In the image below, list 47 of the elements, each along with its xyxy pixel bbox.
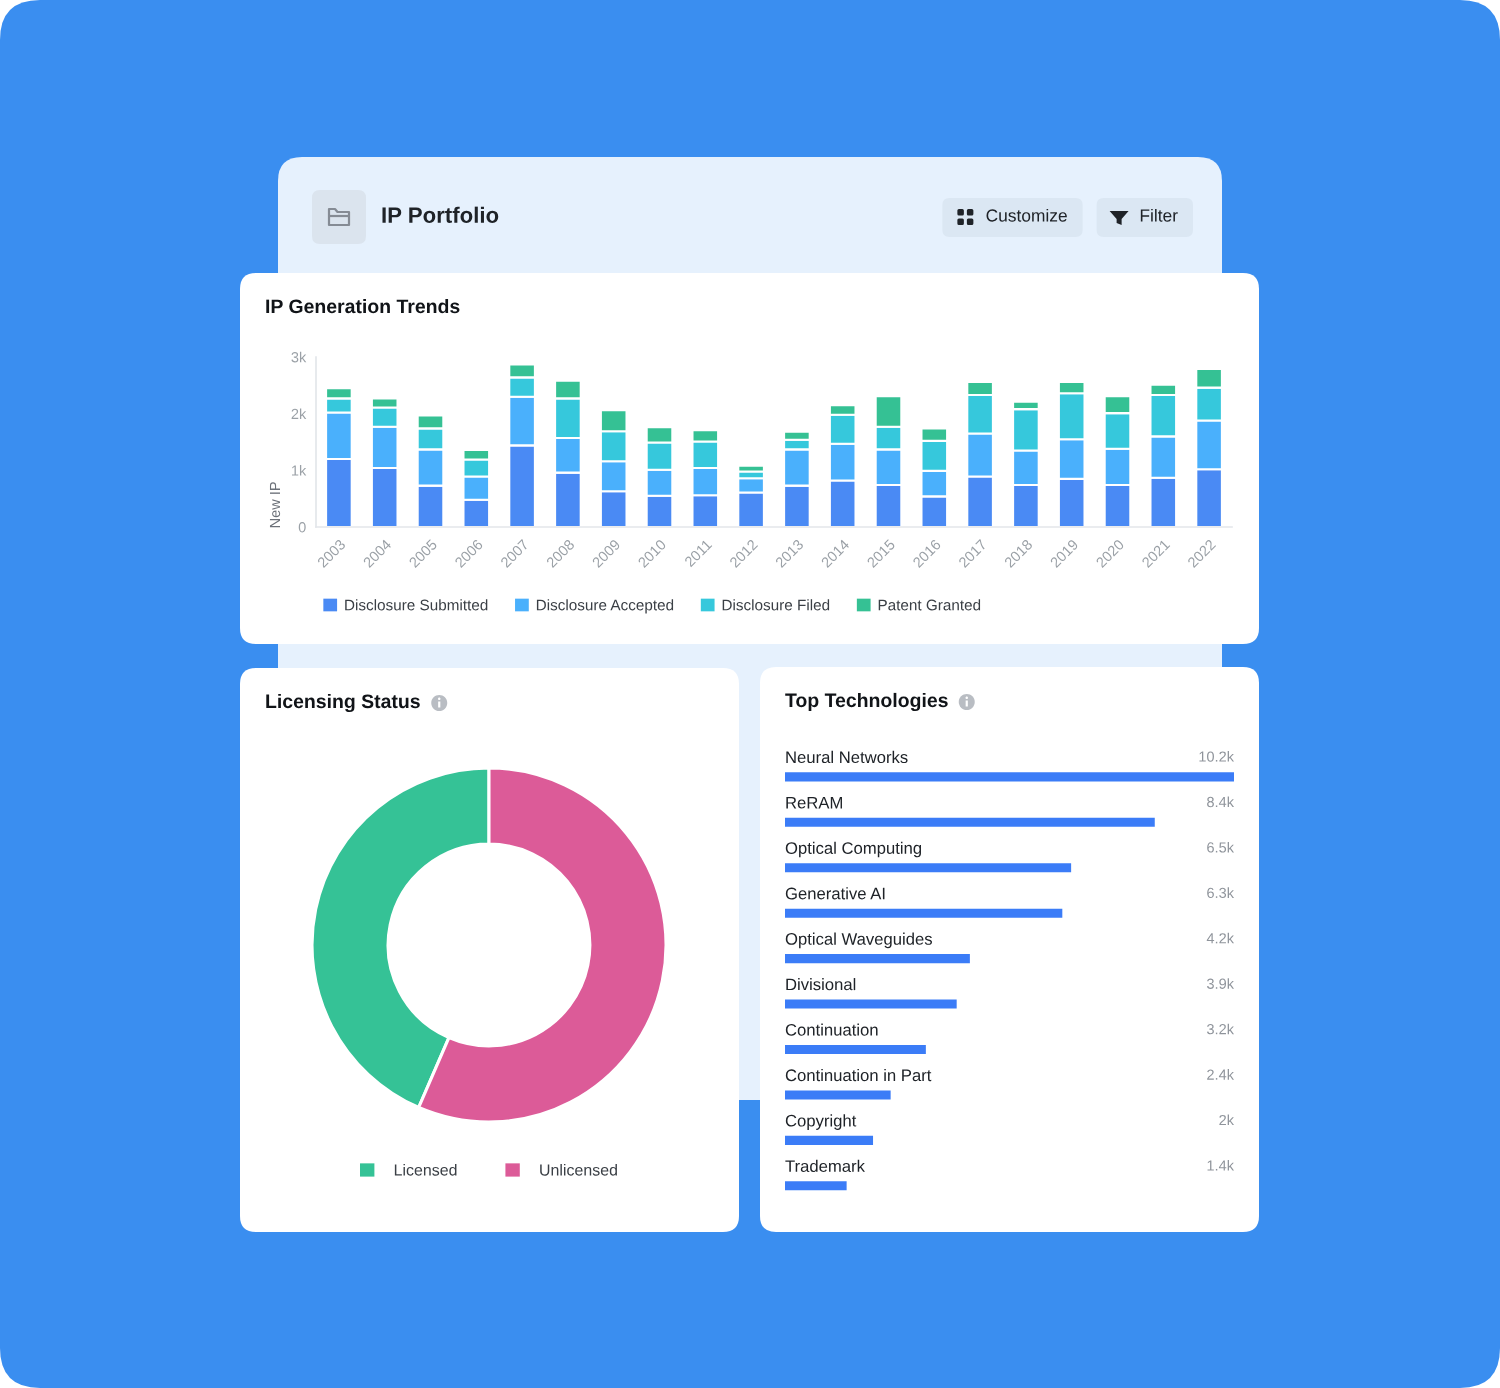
y-tick-label: 2k (291, 408, 307, 419)
bar (785, 908, 1063, 918)
y-tick-label: 3k (291, 351, 307, 363)
y-tick-label: Optical Waveguides (785, 932, 932, 949)
bar (785, 817, 1155, 827)
y-tick-label: Neural Networks (786, 750, 908, 764)
bar (785, 1044, 926, 1055)
bar (785, 1181, 847, 1191)
data-label: 3.9k (1206, 978, 1235, 989)
bar (785, 999, 957, 1009)
data-label: 1.4k (1207, 1159, 1235, 1171)
text: IP Portfolio (382, 206, 499, 223)
y-tick-label: Optical Computing (785, 841, 922, 858)
y-axis-title: New IP (269, 482, 281, 528)
legend-label: Licensed (394, 1163, 457, 1176)
y-tick-label: 1k (291, 465, 307, 476)
y-tick-label: Trademark (785, 1159, 865, 1173)
text: Customize (986, 208, 1067, 222)
bar (785, 772, 1234, 782)
data-label: 2.4k (1207, 1069, 1235, 1080)
data-label: 6.3k (1207, 887, 1235, 899)
y-tick-label: Continuation in Part (785, 1068, 932, 1082)
y-tick-label: Copyright (785, 1114, 857, 1130)
data-label: 2k (1219, 1114, 1235, 1126)
y-tick-label: ReRAM (786, 796, 842, 809)
legend-label: Disclosure Filed (722, 599, 830, 611)
data-label: 3.2k (1206, 1023, 1235, 1035)
text: Filter (1140, 208, 1178, 222)
data-label: 8.4k (1207, 796, 1235, 808)
bar (785, 954, 970, 964)
y-tick-label: Generative AI (785, 887, 885, 900)
y-tick-label: 0 (298, 522, 306, 533)
bar (785, 1090, 891, 1100)
legend-label: Unlicensed (540, 1163, 617, 1176)
chart-title: Top Technologies (785, 692, 948, 712)
bar (785, 863, 1072, 873)
chart-title: IP Generation Trends (266, 298, 460, 314)
y-tick-label: Divisional (786, 978, 856, 991)
legend-label: Disclosure Accepted (536, 599, 674, 614)
data-label: 6.5k (1207, 841, 1235, 853)
data-label: 4.2k (1206, 932, 1235, 944)
bar (785, 1135, 874, 1145)
y-tick-label: Continuation (785, 1023, 878, 1036)
legend-label: Disclosure Submitted (345, 599, 488, 611)
legend-label: Patent Granted (878, 599, 981, 611)
chart-title: Licensing Status (266, 693, 420, 713)
data-label: 10.2k (1199, 751, 1235, 762)
